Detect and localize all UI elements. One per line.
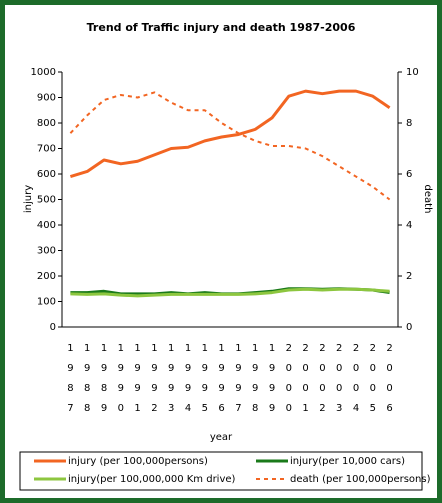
y-tick-label: 400 [37, 220, 56, 231]
y-tick-label: 500 [37, 195, 56, 206]
y2-tick-label: 0 [406, 322, 412, 333]
y-tick-label: 300 [37, 246, 56, 257]
y2-tick-label: 10 [406, 67, 419, 78]
y2-tick-label: 4 [406, 220, 412, 231]
y2-axis-label: death [422, 185, 433, 214]
y2-tick-label: 6 [406, 169, 412, 180]
chart-title: Trend of Traffic injury and death 1987-2… [87, 21, 356, 34]
panel [5, 5, 437, 498]
y-tick-label: 600 [37, 169, 56, 180]
y-axis-label: injury [23, 185, 34, 213]
y-tick-label: 0 [50, 322, 56, 333]
y2-tick-label: 8 [406, 118, 412, 129]
y-tick-label: 700 [37, 144, 56, 155]
y-tick-label: 800 [37, 118, 56, 129]
series-line [69, 91, 391, 201]
y-tick-label: 100 [37, 297, 56, 308]
legend-label: injury(per 10,000 cars) [290, 456, 405, 467]
legend-label: injury (per 100,000persons) [68, 456, 208, 467]
x-axis-label: year [210, 432, 233, 443]
legend-label: death (per 100,000persons) [290, 474, 431, 485]
legend-label: injury(per 100,000,000 Km drive) [68, 474, 236, 485]
y-tick-label: 200 [37, 271, 56, 282]
y-tick-label: 900 [37, 93, 56, 104]
legend-box [19, 451, 423, 491]
series-line [69, 89, 391, 178]
y-tick-label: 1000 [31, 67, 56, 78]
series-line [70, 287, 390, 298]
y2-tick-label: 2 [406, 271, 412, 282]
